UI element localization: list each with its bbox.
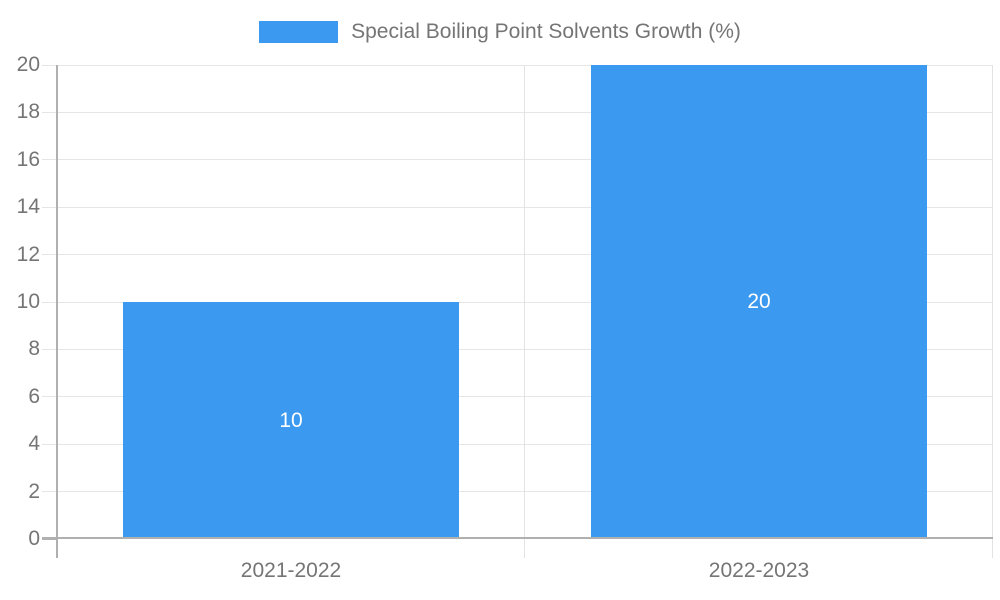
x-axis-tick-label: 2022-2023 [708, 559, 810, 582]
legend-swatch [259, 21, 339, 43]
y-tick-mark [42, 64, 57, 66]
legend-item[interactable]: Special Boiling Point Solvents Growth (%… [0, 20, 1000, 44]
legend-label: Special Boiling Point Solvents Growth (%… [351, 20, 741, 43]
category-gridline [524, 65, 525, 558]
y-tick-mark [42, 301, 57, 303]
y-axis-tick-label: 12 [16, 242, 40, 266]
y-tick-mark [42, 348, 57, 350]
y-tick-mark [42, 491, 57, 493]
y-tick-mark [42, 396, 57, 398]
y-axis-tick-label: 2 [28, 479, 40, 503]
bar[interactable]: 10 [123, 302, 459, 539]
bar-value-label: 10 [279, 408, 303, 432]
x-axis-tick-label: 2021-2022 [240, 559, 342, 582]
plot-area: 0 2 4 6 8 10 12 14 16 18 20 10 2021-2022 20 2022-2023 [17, 53, 993, 582]
bar[interactable]: 20 [591, 65, 927, 539]
y-tick-mark [42, 254, 57, 256]
y-axis-tick-label: 6 [28, 384, 40, 408]
y-axis-line [56, 65, 58, 558]
y-tick-mark [42, 443, 57, 445]
y-axis-tick-label: 4 [28, 432, 40, 456]
bar-value-label: 20 [747, 290, 771, 313]
y-tick-mark [42, 111, 57, 113]
y-tick-mark [42, 538, 57, 540]
y-tick-mark [42, 159, 57, 161]
y-axis-tick-label: 14 [16, 195, 40, 219]
category-gridline [992, 65, 993, 558]
y-axis-tick-label: 8 [28, 337, 40, 361]
y-axis-tick-label: 0 [28, 527, 40, 550]
y-axis-tick-label: 10 [16, 290, 40, 313]
y-axis-tick-label: 16 [16, 147, 40, 171]
y-tick-mark [42, 206, 57, 208]
y-axis-tick-label: 18 [16, 100, 40, 124]
y-axis-tick-label: 20 [16, 53, 40, 76]
